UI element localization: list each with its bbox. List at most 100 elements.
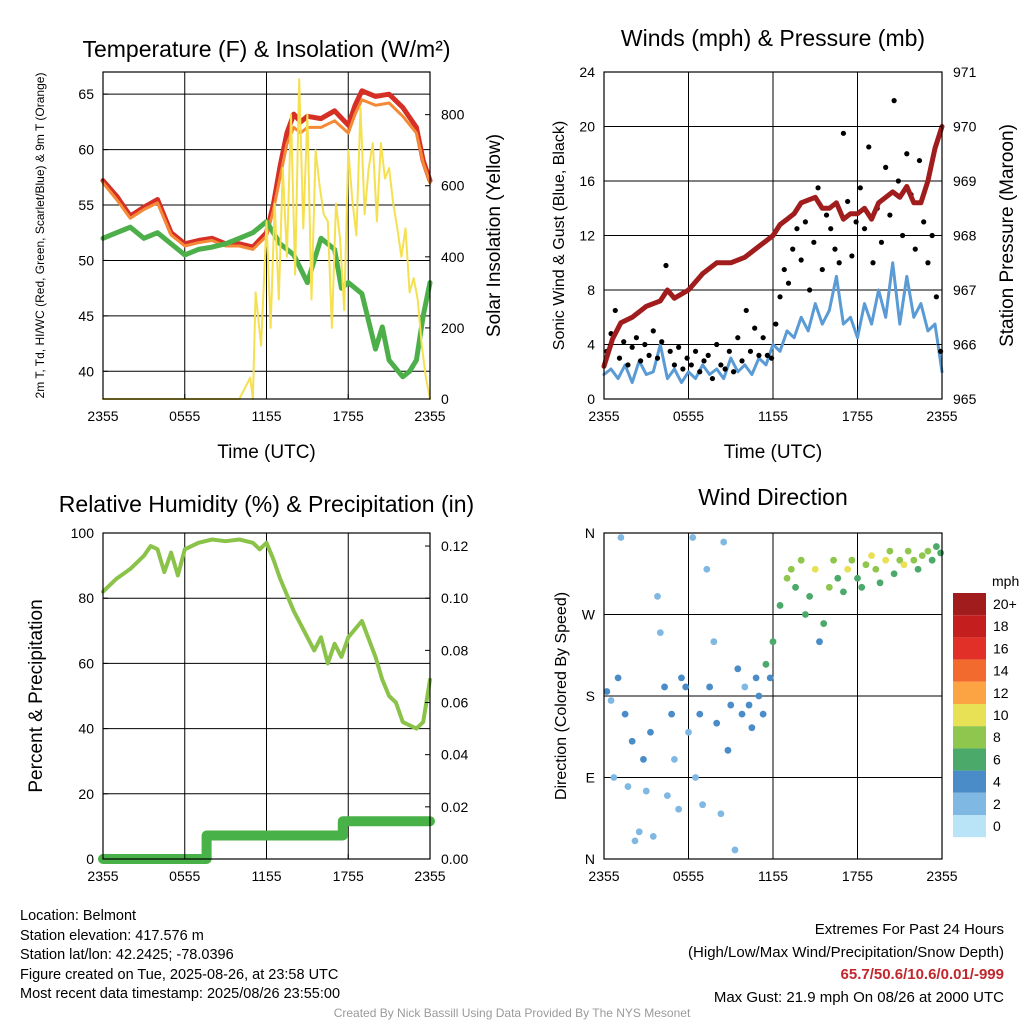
chart-title: Temperature (F) & Insolation (W/m²) — [82, 36, 450, 62]
extremes-values: 65.7/50.6/10.6/0.01/-999 — [840, 966, 1004, 983]
gust-point — [916, 157, 923, 164]
x-tick-label: 2355 — [588, 408, 619, 424]
x-tick-label: 2355 — [414, 408, 445, 424]
gust-point — [659, 339, 665, 345]
direction-point — [882, 556, 890, 564]
x-tick-label: 2355 — [414, 868, 445, 884]
legend-label: 4 — [993, 774, 1001, 790]
gust-point — [785, 280, 792, 286]
direction-point — [932, 543, 940, 550]
y2-tick-label: 0.06 — [441, 695, 468, 711]
y-tick-label: 12 — [579, 228, 595, 244]
gust-point — [692, 348, 699, 354]
direction-point — [825, 583, 833, 591]
direction-point — [610, 774, 618, 781]
extremes-legend: (High/Low/Max Wind/Precipitation/Snow De… — [688, 943, 1004, 961]
direction-point — [642, 787, 650, 795]
gust-point — [866, 144, 872, 150]
direction-point — [806, 592, 814, 600]
y2-tick-label: 0.08 — [441, 642, 468, 658]
direction-point — [811, 565, 819, 573]
gust-point — [709, 375, 716, 382]
series-line-0 — [602, 261, 944, 385]
direction-point — [787, 565, 795, 573]
direction-point — [918, 552, 926, 560]
y2-tick-label: 0.00 — [441, 851, 468, 867]
y2-tick-label: 0.04 — [441, 747, 468, 763]
x-tick-label: 1155 — [758, 868, 788, 884]
direction-point — [668, 710, 675, 718]
direction-point — [759, 710, 767, 718]
y-axis-label: Sonic Wind & Gust (Blue, Black) — [551, 121, 568, 350]
direction-point — [685, 728, 692, 736]
elevation-text: Station elevation: 417.576 m — [20, 927, 204, 944]
direction-point — [621, 710, 629, 718]
legend-label: 20+ — [993, 596, 1017, 612]
y-tick-label: 60 — [78, 142, 94, 158]
direction-point — [904, 547, 912, 555]
gust-point — [642, 341, 648, 348]
x-tick-label: 2355 — [926, 868, 957, 884]
gust-point — [760, 335, 766, 341]
direction-point — [656, 629, 664, 637]
direction-point — [769, 638, 777, 646]
gust-point — [878, 239, 885, 245]
y2-tick-label: 965 — [953, 391, 977, 407]
y-tick-label: S — [586, 688, 595, 704]
direction-point — [647, 728, 654, 736]
gust-point — [861, 226, 868, 232]
max-gust-text: Max Gust: 21.9 mph On 08/26 at 2000 UTC — [713, 988, 1004, 1006]
direction-point — [710, 638, 718, 646]
gust-point — [887, 212, 893, 218]
gust-point — [638, 358, 644, 364]
gust-point — [726, 348, 732, 354]
y2-tick-label: 600 — [441, 178, 465, 194]
direction-point — [854, 574, 861, 582]
location-text: Location: Belmont — [20, 908, 137, 924]
direction-point — [868, 552, 875, 560]
temperature-insolation-panel: 2355 0555 1155 1755 2355 40 45 50 55 60 65 0 200 400 6… — [33, 36, 505, 463]
direction-point — [748, 724, 756, 732]
x-axis-label: Time (UTC) — [724, 442, 823, 463]
y2-tick-label: 800 — [441, 107, 465, 123]
y2-tick-label: 969 — [953, 173, 977, 189]
gust-point — [667, 348, 673, 354]
direction-point — [886, 547, 894, 555]
chart-title: Winds (mph) & Pressure (mb) — [621, 25, 925, 51]
direction-point — [783, 574, 791, 582]
series-line-2 — [601, 124, 945, 369]
gust-point — [912, 246, 918, 252]
gust-point — [883, 164, 889, 170]
x-tick-label: 2355 — [87, 868, 118, 884]
gust-point — [870, 260, 876, 266]
y-tick-label: 80 — [78, 590, 94, 606]
chart-title: Wind Direction — [698, 484, 848, 510]
x-tick-label: 1155 — [758, 408, 788, 424]
gust-point — [705, 352, 711, 358]
gust-point — [730, 369, 737, 375]
direction-point — [755, 692, 763, 700]
legend-swatch — [953, 681, 986, 704]
direction-point — [696, 710, 704, 718]
y2-axis-label: Station Pressure (Maroon) — [997, 124, 1018, 347]
direction-point — [661, 683, 668, 691]
direction-point — [937, 549, 944, 557]
direction-point — [703, 565, 711, 573]
y-tick-label: 40 — [78, 721, 94, 737]
direction-point — [910, 556, 918, 564]
x-tick-label: 0555 — [673, 408, 704, 424]
gust-point — [663, 262, 669, 269]
x-tick-label: 2355 — [87, 408, 118, 424]
y-tick-label: 65 — [78, 86, 94, 102]
gust-point — [891, 98, 897, 104]
x-tick-label: 1155 — [251, 868, 281, 884]
gust-point — [722, 366, 728, 372]
legend-swatch — [953, 748, 986, 771]
direction-point — [745, 701, 753, 709]
legend-swatch — [953, 792, 986, 815]
gust-point — [612, 307, 618, 314]
y2-tick-label: 971 — [953, 64, 977, 80]
series-line-3 — [102, 78, 431, 400]
y2-tick-label: 0.10 — [441, 590, 468, 606]
gust-point — [798, 257, 804, 263]
